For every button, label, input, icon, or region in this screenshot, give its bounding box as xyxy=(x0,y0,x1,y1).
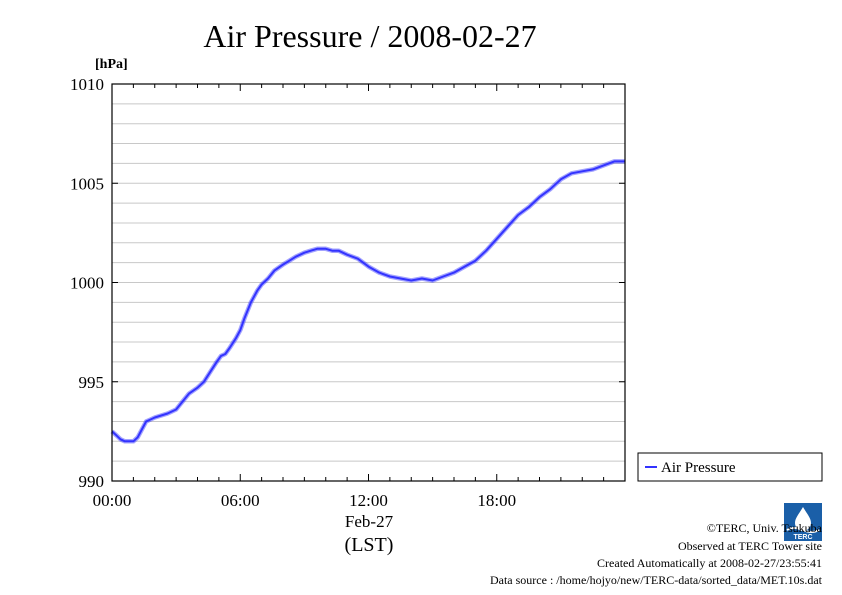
footer-created: Created Automatically at 2008-02-27/23:5… xyxy=(597,556,822,570)
footer-site: Observed at TERC Tower site xyxy=(677,539,822,553)
grid-lines xyxy=(112,103,625,462)
legend-label: Air Pressure xyxy=(661,460,736,476)
series-lines xyxy=(110,159,625,444)
x-tick-label: 12:00 xyxy=(349,491,388,510)
legend-box xyxy=(637,452,823,482)
terc-logo: TERC xyxy=(784,503,822,541)
x-axis-timezone-label: (LST) xyxy=(345,534,394,556)
y-tick-label: 990 xyxy=(79,472,105,491)
legend: Air Pressure xyxy=(637,452,823,482)
chart-title: Air Pressure / 2008-02-27 xyxy=(203,18,536,54)
y-tick-label: 1000 xyxy=(70,274,104,293)
x-tick-label: 00:00 xyxy=(93,491,132,510)
y-tick-label: 1010 xyxy=(70,75,104,94)
x-tick-label: 06:00 xyxy=(221,491,260,510)
logo-text: TERC xyxy=(793,534,812,541)
footer-source: Data source : /home/hojyo/new/TERC-data/… xyxy=(489,573,822,587)
y-axis-ticks: 990 995 1000 1005 1010 xyxy=(70,75,625,491)
y-tick-label: 1005 xyxy=(70,174,104,193)
footer-copyright: ©TERC, Univ. Tsukuba xyxy=(706,521,822,535)
y-tick-label: 995 xyxy=(79,373,105,392)
y-axis-unit: [hPa] xyxy=(95,57,128,72)
series-line-air-pressure xyxy=(111,160,625,443)
x-axis-date-label: Feb-27 xyxy=(345,512,394,531)
x-axis-ticks: 00:00 06:00 12:00 18:00 xyxy=(93,84,626,510)
x-tick-label: 18:00 xyxy=(477,491,516,510)
